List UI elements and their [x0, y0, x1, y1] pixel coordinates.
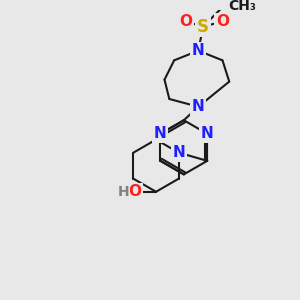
Text: O: O: [216, 14, 229, 29]
Text: N: N: [201, 126, 214, 141]
Text: O: O: [179, 14, 192, 29]
Text: H: H: [117, 185, 129, 199]
Text: N: N: [154, 126, 167, 141]
Text: S: S: [197, 17, 209, 35]
Text: O: O: [128, 184, 141, 199]
Text: N: N: [192, 99, 205, 114]
Text: CH₃: CH₃: [228, 0, 256, 13]
Text: N: N: [192, 43, 205, 58]
Text: N: N: [172, 145, 185, 160]
